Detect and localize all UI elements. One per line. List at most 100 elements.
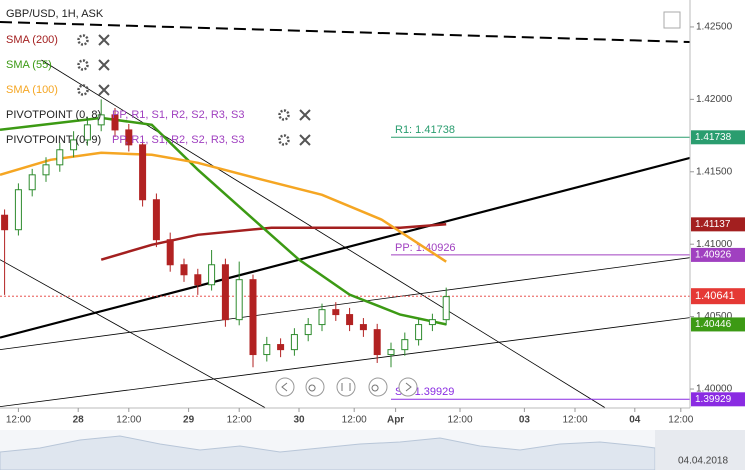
- trend-line: [41, 59, 606, 408]
- candle-body: [152, 199, 160, 241]
- indicator-line: [0, 151, 447, 263]
- y-tick-label: 1.41000: [696, 239, 733, 250]
- y-tick-label: 1.42500: [696, 22, 733, 33]
- candle-body: [373, 329, 381, 356]
- pivot-label: R1: 1.41738: [395, 124, 455, 136]
- trend-line: [0, 156, 690, 339]
- remove-icon[interactable]: [299, 109, 311, 121]
- settings-icon[interactable]: [278, 134, 290, 146]
- candle-body: [290, 334, 298, 351]
- legend-entry: SMA (55): [6, 59, 52, 71]
- candle-body: [442, 296, 450, 321]
- chart-title: GBP/USD, 1H, ASK: [6, 8, 104, 20]
- legend-levels: PP, R1, S1, R2, S2, R3, S3: [112, 134, 244, 146]
- candle-body: [97, 114, 105, 126]
- candle-body: [208, 264, 216, 286]
- last-price-label: 1.40641: [695, 290, 735, 302]
- candle-body: [428, 319, 436, 326]
- remove-icon[interactable]: [299, 134, 311, 146]
- navigator-window[interactable]: [655, 430, 745, 470]
- scroll-right-button[interactable]: [398, 377, 418, 397]
- candle-body: [221, 264, 229, 321]
- candle-body: [111, 114, 119, 131]
- candle-body: [125, 129, 133, 146]
- legend: GBP/USD, 1H, ASK SMA (200) SMA (55) SMA (10…: [6, 8, 311, 146]
- reset-button[interactable]: [336, 377, 356, 397]
- candle-body: [235, 279, 243, 321]
- price-label-box: [691, 130, 745, 145]
- candle-body: [415, 324, 423, 341]
- y-tick-label: 1.42000: [696, 94, 733, 105]
- y-tick-label: 1.40500: [696, 311, 733, 322]
- zoom-icons: [281, 382, 412, 392]
- candle-body: [70, 139, 78, 151]
- settings-icon[interactable]: [77, 59, 89, 71]
- x-tick-label: 12:00: [342, 415, 367, 426]
- fullscreen-button[interactable]: [663, 11, 681, 29]
- navigator-area: [0, 435, 656, 470]
- price-label-box: [691, 392, 745, 407]
- candle-body: [194, 274, 202, 286]
- x-tick-label: 30: [293, 415, 305, 426]
- remove-icon[interactable]: [98, 34, 110, 46]
- x-tick-label: 12:00: [116, 415, 141, 426]
- y-tick-label: 1.40000: [696, 384, 733, 395]
- price-label: 1.40926: [695, 250, 732, 261]
- legend-entry: PIVOTPOINT (0, 9): [6, 134, 101, 146]
- candle-body: [56, 149, 64, 166]
- candle-body: [166, 239, 174, 266]
- candle-body: [387, 349, 395, 356]
- price-label: 1.41738: [695, 132, 732, 143]
- last-price-box: [691, 288, 745, 305]
- x-tick-label: 04: [629, 415, 641, 426]
- legend-levels: PP, R1, S1, R2, S2, R3, S3: [112, 109, 244, 121]
- remove-icon[interactable]: [98, 84, 110, 96]
- x-tick-label: 12:00: [6, 415, 31, 426]
- remove-icon[interactable]: [98, 59, 110, 71]
- x-tick-label: 03: [519, 415, 531, 426]
- legend-entry: PIVOTPOINT (0, 8): [6, 109, 101, 121]
- trend-line: [0, 257, 690, 350]
- x-tick-label: 12:00: [562, 415, 587, 426]
- settings-icon[interactable]: [77, 34, 89, 46]
- x-tick-label: 12:00: [668, 415, 693, 426]
- candle-body: [14, 189, 22, 231]
- navigator: 04.04.2018: [0, 430, 745, 470]
- axes: 1.40000 1.40500 1.41000 1.41500 1.42000 1.425…: [6, 22, 745, 426]
- settings-icon[interactable]: [77, 84, 89, 96]
- price-label-box: [691, 217, 745, 232]
- trend-line: [0, 259, 266, 408]
- candle-body: [277, 344, 285, 351]
- candle-body: [249, 279, 257, 356]
- candle-body: [304, 324, 312, 336]
- legend-entry: SMA (100): [6, 84, 58, 96]
- scroll-left-button[interactable]: [275, 377, 295, 397]
- zoom-controls: [275, 377, 418, 397]
- candle-body: [263, 344, 271, 356]
- price-label-box: [691, 247, 745, 262]
- candle-body: [139, 144, 147, 201]
- price-label-box: [691, 317, 745, 332]
- price-label: 1.40446: [695, 319, 732, 330]
- legend-entry: SMA (200): [6, 34, 58, 46]
- indicator-line: [100, 223, 447, 261]
- x-tick-label: 28: [73, 415, 85, 426]
- navigator-date: 04.04.2018: [678, 456, 728, 467]
- candle-body: [318, 309, 326, 326]
- candle-body: [180, 264, 188, 276]
- candle-body: [332, 309, 340, 316]
- candle-body: [1, 214, 9, 231]
- x-tick-label: Apr: [387, 415, 404, 426]
- x-tick-label: 29: [183, 415, 195, 426]
- y-tick-label: 1.41500: [696, 166, 733, 177]
- x-tick-label: 12:00: [227, 415, 252, 426]
- price-label: 1.41137: [695, 219, 731, 230]
- candle-body: [346, 314, 354, 326]
- candle-body: [83, 124, 91, 141]
- candle-body: [359, 324, 367, 331]
- trend-line: [0, 21, 690, 43]
- settings-icon[interactable]: [278, 109, 290, 121]
